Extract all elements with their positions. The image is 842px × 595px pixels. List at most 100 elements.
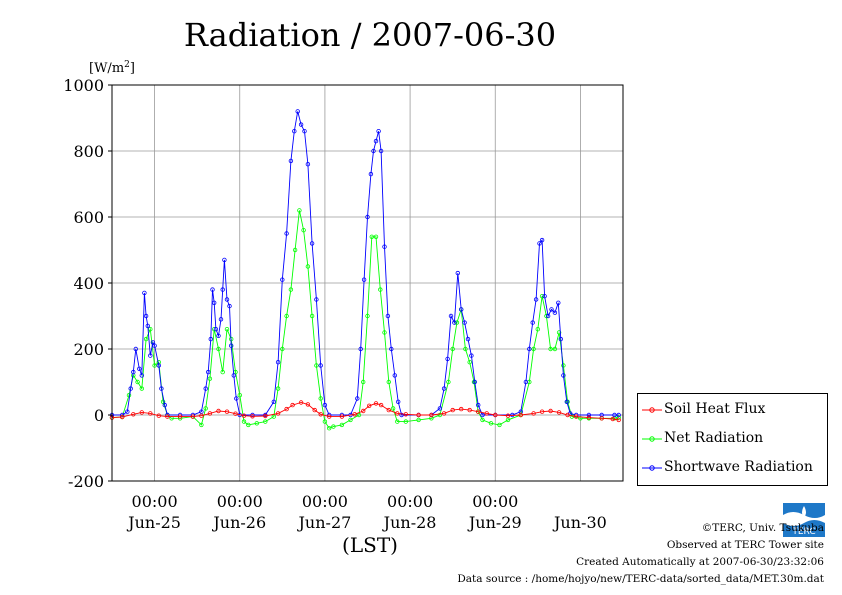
- x-tick-time: 00:00: [472, 492, 518, 511]
- data-point: [322, 402, 328, 408]
- data-point: [309, 241, 315, 246]
- data-point: [290, 402, 295, 408]
- data-point: [564, 399, 569, 404]
- x-tick-date: Jun-25: [126, 513, 181, 532]
- data-point: [143, 313, 149, 319]
- data-point: [569, 414, 575, 419]
- data-point: [373, 234, 379, 239]
- data-point: [302, 128, 307, 134]
- data-point: [558, 336, 563, 342]
- data-point: [165, 414, 170, 419]
- data-point: [459, 307, 464, 312]
- data-point: [463, 346, 468, 352]
- data-point: [190, 414, 196, 419]
- data-point: [216, 333, 221, 338]
- logo-text: TERC: [791, 527, 815, 537]
- data-point: [531, 411, 536, 416]
- data-point: [177, 414, 183, 419]
- legend-label-shortwave-radiation: Shortwave Radiation: [664, 459, 813, 475]
- data-point: [574, 414, 579, 419]
- y-axis-label-unit: [W/m: [89, 61, 124, 76]
- data-point: [437, 412, 443, 418]
- data-point: [228, 343, 234, 348]
- chart-title: Radiation / 2007-06-30: [184, 16, 556, 54]
- data-point: [298, 122, 304, 127]
- data-point: [135, 379, 140, 385]
- data-point: [271, 399, 276, 404]
- data-point: [429, 412, 434, 418]
- data-point: [275, 386, 281, 391]
- x-tick-time: 00:00: [387, 492, 433, 511]
- y-tick-label: 1000: [63, 76, 104, 95]
- data-point: [452, 320, 457, 325]
- data-point: [378, 287, 383, 292]
- data-point: [535, 327, 540, 332]
- data-point: [199, 413, 204, 418]
- data-point: [616, 412, 621, 418]
- data-point: [292, 247, 298, 253]
- data-point: [497, 422, 502, 428]
- data-point: [361, 379, 366, 385]
- data-point: [373, 138, 379, 144]
- data-point: [403, 419, 408, 424]
- data-point: [480, 412, 485, 418]
- data-point: [208, 336, 213, 342]
- data-point: [556, 300, 561, 305]
- data-point: [314, 297, 319, 302]
- data-point: [295, 109, 300, 114]
- data-point: [284, 313, 289, 319]
- data-point: [368, 171, 374, 177]
- data-point: [493, 412, 498, 418]
- data-point: [548, 408, 553, 414]
- data-point: [227, 303, 232, 309]
- data-point: [484, 411, 489, 416]
- data-point: [207, 376, 213, 381]
- data-point: [160, 399, 166, 404]
- legend-marker-shortwave-radiation: [642, 465, 662, 471]
- data-point: [465, 336, 471, 342]
- data-point: [356, 412, 362, 418]
- data-point: [586, 412, 592, 418]
- data-point: [610, 416, 615, 422]
- data-point: [271, 414, 276, 419]
- data-point: [284, 231, 289, 236]
- data-point: [246, 422, 251, 428]
- data-point: [275, 360, 281, 365]
- y-tick-label: 400: [73, 274, 104, 293]
- data-point: [552, 310, 558, 315]
- data-point: [542, 294, 547, 299]
- data-point: [549, 307, 554, 312]
- data-point: [441, 386, 447, 391]
- data-point: [556, 410, 562, 415]
- data-point: [616, 415, 621, 420]
- y-axis-label: [W/m2]: [89, 60, 135, 76]
- legend-item-soil-heat-flux: Soil Heat Flux: [638, 398, 827, 422]
- data-point: [545, 313, 551, 319]
- data-point: [207, 411, 213, 416]
- data-point: [505, 413, 511, 418]
- credit-copyright: ©TERC, Univ. Tsukuba: [701, 522, 824, 534]
- data-point: [220, 369, 225, 375]
- data-point: [616, 417, 621, 423]
- data-point: [241, 413, 247, 418]
- data-point: [203, 386, 208, 391]
- y-tick-label: 0: [94, 406, 104, 425]
- y-axis-label-sup: 2: [124, 60, 130, 70]
- series-line: [112, 111, 619, 416]
- data-point: [263, 413, 268, 419]
- data-point: [403, 412, 408, 417]
- data-point: [476, 402, 481, 408]
- data-point: [599, 416, 604, 421]
- data-point: [224, 409, 230, 414]
- data-point: [548, 346, 553, 352]
- data-point: [488, 421, 494, 426]
- data-point: [539, 294, 545, 299]
- data-point: [148, 353, 153, 358]
- data-point: [254, 421, 259, 426]
- data-point: [365, 214, 370, 220]
- x-tick-labels: 00:00 00:00 00:00 00:00 00:00 Jun-25 Jun-26 Jun…: [126, 492, 607, 532]
- legend-marker-net-radiation: [642, 436, 662, 442]
- data-point: [376, 128, 381, 134]
- data-point: [131, 369, 136, 375]
